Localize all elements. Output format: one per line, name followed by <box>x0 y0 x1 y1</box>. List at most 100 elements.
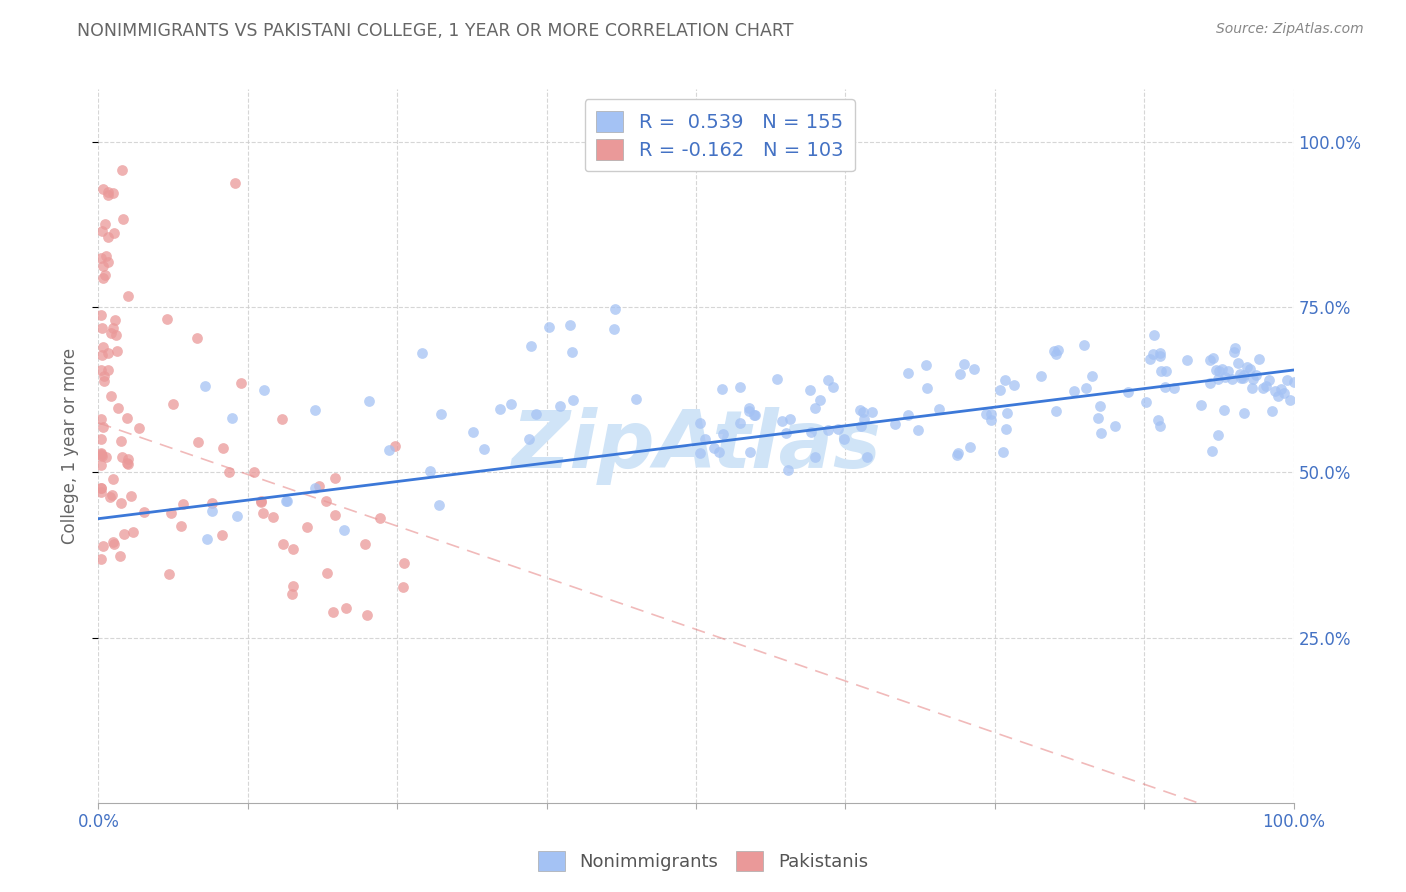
Point <box>744 409 766 423</box>
Point <box>730 417 752 431</box>
Point <box>224 177 246 191</box>
Point <box>91 340 114 354</box>
Point <box>325 508 347 523</box>
Point <box>90 448 112 462</box>
Point <box>103 536 125 550</box>
Point <box>1045 347 1067 361</box>
Point <box>1104 419 1126 434</box>
Point <box>101 321 124 335</box>
Point <box>1229 368 1251 382</box>
Point <box>980 408 1002 422</box>
Point <box>1081 368 1104 383</box>
Point <box>427 498 450 512</box>
Point <box>333 523 356 537</box>
Point <box>538 319 561 334</box>
Point <box>1156 364 1178 378</box>
Point <box>952 357 974 371</box>
Point <box>91 182 114 196</box>
Point <box>804 401 827 415</box>
Point <box>827 422 849 436</box>
Point <box>91 419 114 434</box>
Point <box>1175 352 1198 367</box>
Point <box>821 380 844 394</box>
Point <box>1267 389 1289 403</box>
Point <box>263 509 285 524</box>
Point <box>1150 364 1173 378</box>
Point <box>111 450 134 464</box>
Point <box>94 268 117 283</box>
Point <box>93 368 115 383</box>
Point <box>297 520 319 534</box>
Point <box>315 566 337 581</box>
Point <box>779 412 801 426</box>
Point <box>110 549 132 564</box>
Point <box>90 482 112 496</box>
Point <box>1254 379 1277 393</box>
Point <box>101 186 124 201</box>
Point <box>91 259 114 273</box>
Point <box>221 411 243 425</box>
Point <box>101 472 124 486</box>
Point <box>897 408 920 422</box>
Point <box>120 489 142 503</box>
Point <box>94 249 117 263</box>
Point <box>323 471 346 485</box>
Point <box>766 372 789 386</box>
Point <box>419 464 441 478</box>
Point <box>90 321 112 335</box>
Point <box>524 407 547 421</box>
Point <box>1090 425 1112 440</box>
Point <box>1135 394 1157 409</box>
Point <box>90 447 112 461</box>
Point <box>775 425 797 440</box>
Point <box>995 422 1018 436</box>
Point <box>1215 370 1237 384</box>
Point <box>562 392 585 407</box>
Point <box>1206 428 1229 442</box>
Point <box>689 446 711 460</box>
Point <box>946 448 969 462</box>
Point <box>281 542 304 557</box>
Point <box>162 397 184 411</box>
Point <box>603 301 626 316</box>
Point <box>353 537 375 551</box>
Point <box>117 457 139 471</box>
Point <box>96 255 118 269</box>
Point <box>915 358 938 372</box>
Point <box>991 445 1014 459</box>
Point <box>368 511 391 525</box>
Point <box>1230 370 1253 384</box>
Point <box>98 490 121 504</box>
Point <box>489 401 512 416</box>
Point <box>1149 418 1171 433</box>
Point <box>304 481 326 495</box>
Point <box>111 163 134 178</box>
Point <box>1147 413 1170 427</box>
Point <box>849 418 872 433</box>
Point <box>603 321 626 335</box>
Point <box>949 367 972 381</box>
Point <box>1189 398 1212 412</box>
Point <box>93 374 115 388</box>
Point <box>356 607 378 622</box>
Point <box>101 535 124 549</box>
Point <box>1257 373 1279 387</box>
Point <box>252 507 274 521</box>
Point <box>560 318 582 332</box>
Point <box>91 449 114 463</box>
Point <box>1199 353 1222 368</box>
Point <box>946 446 969 460</box>
Point <box>1226 356 1249 370</box>
Point <box>1142 347 1164 361</box>
Point <box>1241 372 1264 386</box>
Point <box>97 363 120 377</box>
Point <box>1202 351 1225 365</box>
Point <box>157 566 180 581</box>
Text: Source: ZipAtlas.com: Source: ZipAtlas.com <box>1216 22 1364 37</box>
Point <box>1272 385 1295 400</box>
Point <box>107 401 129 416</box>
Point <box>117 289 139 303</box>
Point <box>1074 381 1097 395</box>
Point <box>711 382 734 396</box>
Point <box>810 393 832 408</box>
